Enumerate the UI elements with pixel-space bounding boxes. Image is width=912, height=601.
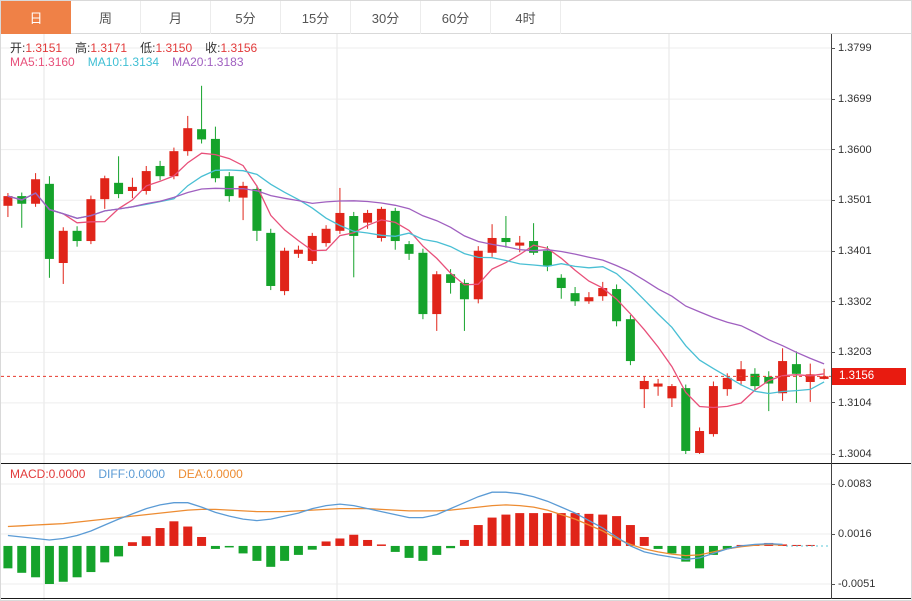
- ohlc-readout: 开:1.3151 高:1.3171 低:1.3150 收:1.3156: [10, 39, 270, 56]
- ma-readout: MA5:1.3160 MA10:1.3134 MA20:1.3183: [10, 55, 257, 69]
- macd-histogram: [3, 513, 815, 584]
- price-ticks-tick-4: 1.3401: [831, 245, 872, 258]
- dea-line: [7, 504, 783, 557]
- price-ticks-tick-1: 1.3699: [831, 93, 872, 106]
- readout-pair-2: DEA:0.0000: [178, 467, 243, 481]
- readout-pair-1: MA10:1.3134: [87, 55, 160, 69]
- period-tab-7[interactable]: 4时: [491, 1, 561, 34]
- period-tab-0[interactable]: 日: [1, 1, 71, 34]
- readout-pair-0: 开:1.3151: [10, 41, 63, 55]
- readout-pair-0: MACD:0.0000: [10, 467, 86, 481]
- ma20-line: [7, 187, 825, 365]
- period-tab-4[interactable]: 15分: [281, 1, 351, 34]
- period-tab-6[interactable]: 60分: [421, 1, 491, 34]
- price-axis-line: [831, 34, 832, 599]
- bottom-border: [1, 598, 911, 599]
- price-ticks-tick-8: 1.3004: [831, 448, 872, 461]
- readout-pair-1: DIFF:0.0000: [98, 467, 166, 481]
- price-ticks-tick-3: 1.3501: [831, 194, 872, 207]
- macd-chart[interactable]: [1, 463, 831, 601]
- period-tab-5[interactable]: 30分: [351, 1, 421, 34]
- price-ticks-tick-0: 1.3799: [831, 42, 872, 55]
- price-grid: [1, 34, 831, 463]
- period-tab-1[interactable]: 周: [71, 1, 141, 34]
- macd-ticks-tick-2: -0.0051: [831, 578, 875, 591]
- period-tab-2[interactable]: 月: [141, 1, 211, 34]
- period-tabbar: 日周月 5分 15分 30分 60分 4时: [1, 1, 911, 34]
- readout-pair-0: MA5:1.3160: [10, 55, 75, 69]
- period-tab-3[interactable]: 5分: [211, 1, 281, 34]
- readout-pair-1: 高:1.3171: [75, 41, 128, 55]
- diff-line: [7, 491, 783, 561]
- macd-ticks-tick-0: 0.0083: [831, 478, 872, 491]
- panel-divider: [1, 463, 911, 464]
- readout-pair-2: 低:1.3150: [140, 41, 193, 55]
- price-chart[interactable]: [1, 34, 831, 463]
- candles: [3, 85, 829, 454]
- ma5-line: [7, 152, 825, 409]
- price-ticks-tick-5: 1.3302: [831, 295, 872, 308]
- readout-pair-3: 收:1.3156: [205, 41, 258, 55]
- readout-pair-2: MA20:1.3183: [172, 55, 244, 69]
- current-price-badge: 1.3156: [832, 367, 906, 385]
- ma10-line: [7, 169, 825, 395]
- price-ticks-tick-2: 1.3600: [831, 143, 872, 156]
- macd-readout: MACD:0.0000 DIFF:0.0000 DEA:0.0000: [10, 467, 256, 481]
- price-ticks-tick-7: 1.3104: [831, 396, 872, 409]
- macd-grid: [1, 463, 831, 600]
- macd-ticks-tick-1: 0.0016: [831, 528, 872, 541]
- price-ticks-tick-6: 1.3203: [831, 346, 872, 359]
